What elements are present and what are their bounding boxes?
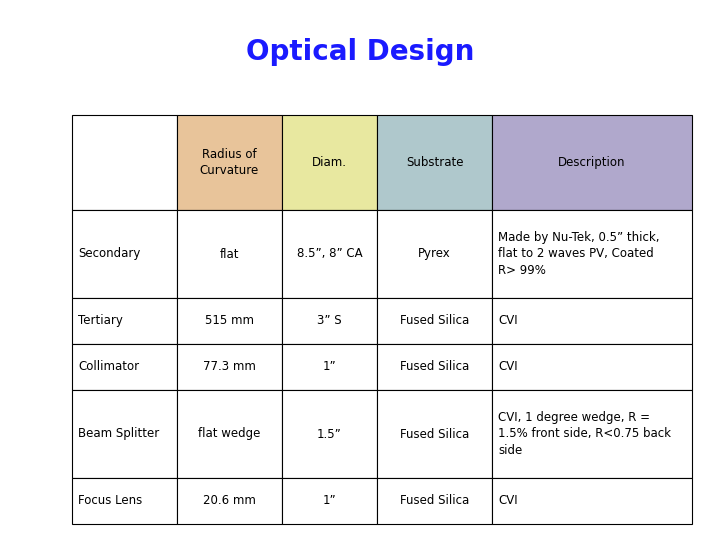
Bar [177,344,282,390]
Bar [177,478,282,524]
Bar [72,478,177,524]
Text: Diam.: Diam. [312,156,347,169]
Bar [177,298,282,344]
Bar [377,210,492,298]
Text: Fused Silica: Fused Silica [400,495,469,508]
Text: 3” S: 3” S [318,314,342,327]
Bar [492,344,692,390]
Text: Made by Nu-Tek, 0.5” thick,
flat to 2 waves PV, Coated
R> 99%: Made by Nu-Tek, 0.5” thick, flat to 2 wa… [498,232,660,276]
Text: CVI: CVI [498,361,518,374]
Bar [492,210,692,298]
Bar [72,344,177,390]
Text: CVI, 1 degree wedge, R =
1.5% front side, R<0.75 back
side: CVI, 1 degree wedge, R = 1.5% front side… [498,411,671,456]
Bar [177,115,282,210]
Text: Collimator: Collimator [78,361,139,374]
Bar [492,115,692,210]
Bar [282,115,377,210]
Bar [282,298,377,344]
Text: 8.5”, 8” CA: 8.5”, 8” CA [297,247,362,260]
Bar [72,115,177,210]
Text: Fused Silica: Fused Silica [400,314,469,327]
Text: 1”: 1” [323,361,336,374]
Bar [72,298,177,344]
Text: Substrate: Substrate [406,156,463,169]
Text: 77.3 mm: 77.3 mm [203,361,256,374]
Bar [282,344,377,390]
Text: Description: Description [558,156,626,169]
Text: CVI: CVI [498,495,518,508]
Text: 20.6 mm: 20.6 mm [203,495,256,508]
Bar [282,210,377,298]
Text: flat wedge: flat wedge [198,428,261,441]
Bar [377,298,492,344]
Bar [177,390,282,478]
Bar [177,210,282,298]
Text: Fused Silica: Fused Silica [400,428,469,441]
Text: Fused Silica: Fused Silica [400,361,469,374]
Text: Radius of
Curvature: Radius of Curvature [200,148,259,177]
Bar [72,390,177,478]
Bar [377,115,492,210]
Bar [72,210,177,298]
Text: 1”: 1” [323,495,336,508]
Text: 515 mm: 515 mm [205,314,254,327]
Text: 1.5”: 1.5” [317,428,342,441]
Text: CVI: CVI [498,314,518,327]
Bar [282,390,377,478]
Text: Secondary: Secondary [78,247,140,260]
Text: flat: flat [220,247,239,260]
Bar [377,478,492,524]
Text: Optical Design: Optical Design [246,38,474,66]
Text: Pyrex: Pyrex [418,247,451,260]
Text: Focus Lens: Focus Lens [78,495,143,508]
Bar [492,478,692,524]
Bar [282,478,377,524]
Text: Tertiary: Tertiary [78,314,123,327]
Bar [377,344,492,390]
Text: Beam Splitter: Beam Splitter [78,428,159,441]
Bar [377,390,492,478]
Bar [492,390,692,478]
Bar [492,298,692,344]
